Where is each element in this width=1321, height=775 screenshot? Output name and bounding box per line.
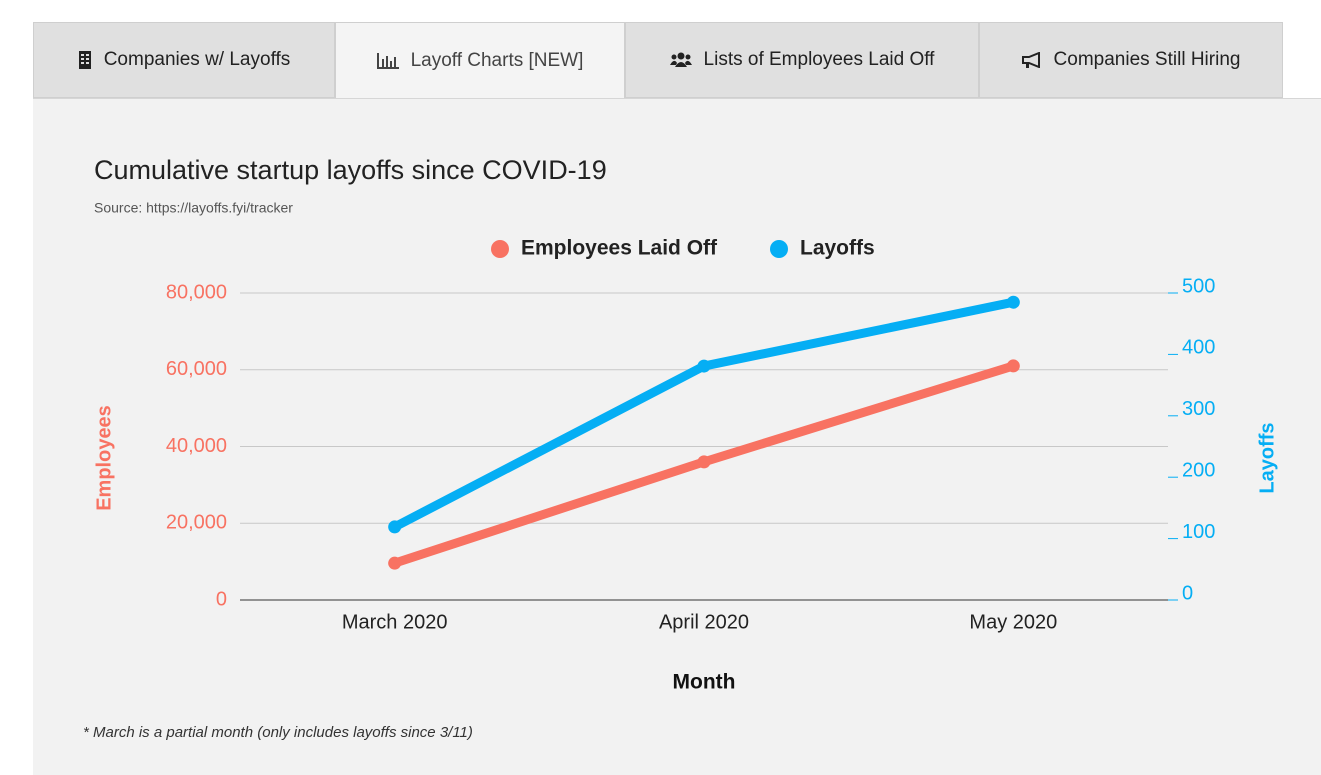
tab[interactable]: Companies Still Hiring [979,22,1283,98]
footnote: * March is a partial month (only include… [83,724,473,741]
y-tick-label: 40,000 [166,435,227,457]
tab-label: Companies w/ Layoffs [103,49,291,70]
y2-tick-label: 100 [1182,521,1215,543]
tab-label: Layoff Charts [NEW] [410,49,584,71]
data-point [388,520,402,534]
y2-tick-label: 200 [1182,459,1215,481]
chart-subtitle: Source: https://layoffs.fyi/tracker [94,200,293,216]
x-tick-label: May 2020 [969,611,1057,633]
megaphone-icon [1021,52,1040,68]
building-icon [78,51,91,69]
y-tick-label: 80,000 [166,281,227,303]
y2-tick-label: 300 [1182,398,1215,420]
y2-tick-label: 500 [1182,275,1215,297]
tab[interactable]: Lists of Employees Laid Off [625,22,979,98]
data-point [697,455,711,469]
tab-bar: Companies w/ Layoffs Layoff Charts [NEW]… [33,22,1283,98]
users-icon [669,52,692,67]
x-tick-label: April 2020 [659,611,749,633]
y2-tick-label: 0 [1182,582,1193,604]
tab[interactable]: Companies w/ Layoffs [33,22,335,98]
series-line [392,297,1015,531]
legend-marker [770,240,788,258]
y-axis-title: Employees [93,405,115,511]
legend-label: Employees Laid Off [521,237,718,260]
y2-tick-label: 400 [1182,337,1215,359]
y-tick-label: 0 [216,588,227,610]
x-tick-label: March 2020 [342,611,448,633]
tab[interactable]: Layoff Charts [NEW] [335,22,625,98]
y-tick-label: 20,000 [166,512,227,534]
y2-axis-title: Layoffs [1256,422,1278,493]
y-tick-label: 60,000 [166,358,227,380]
chart-icon [376,52,399,69]
data-point [388,556,402,570]
data-point [1006,359,1020,373]
chart-title: Cumulative startup layoffs since COVID-1… [94,155,607,185]
tab-label: Companies Still Hiring [1053,49,1241,70]
legend-marker [491,240,509,258]
legend-label: Layoffs [800,237,875,260]
x-axis-title: Month [673,671,736,694]
content-panel [33,98,1321,775]
data-point [1006,295,1020,309]
tab-label: Lists of Employees Laid Off [703,49,935,70]
data-point [697,359,711,373]
